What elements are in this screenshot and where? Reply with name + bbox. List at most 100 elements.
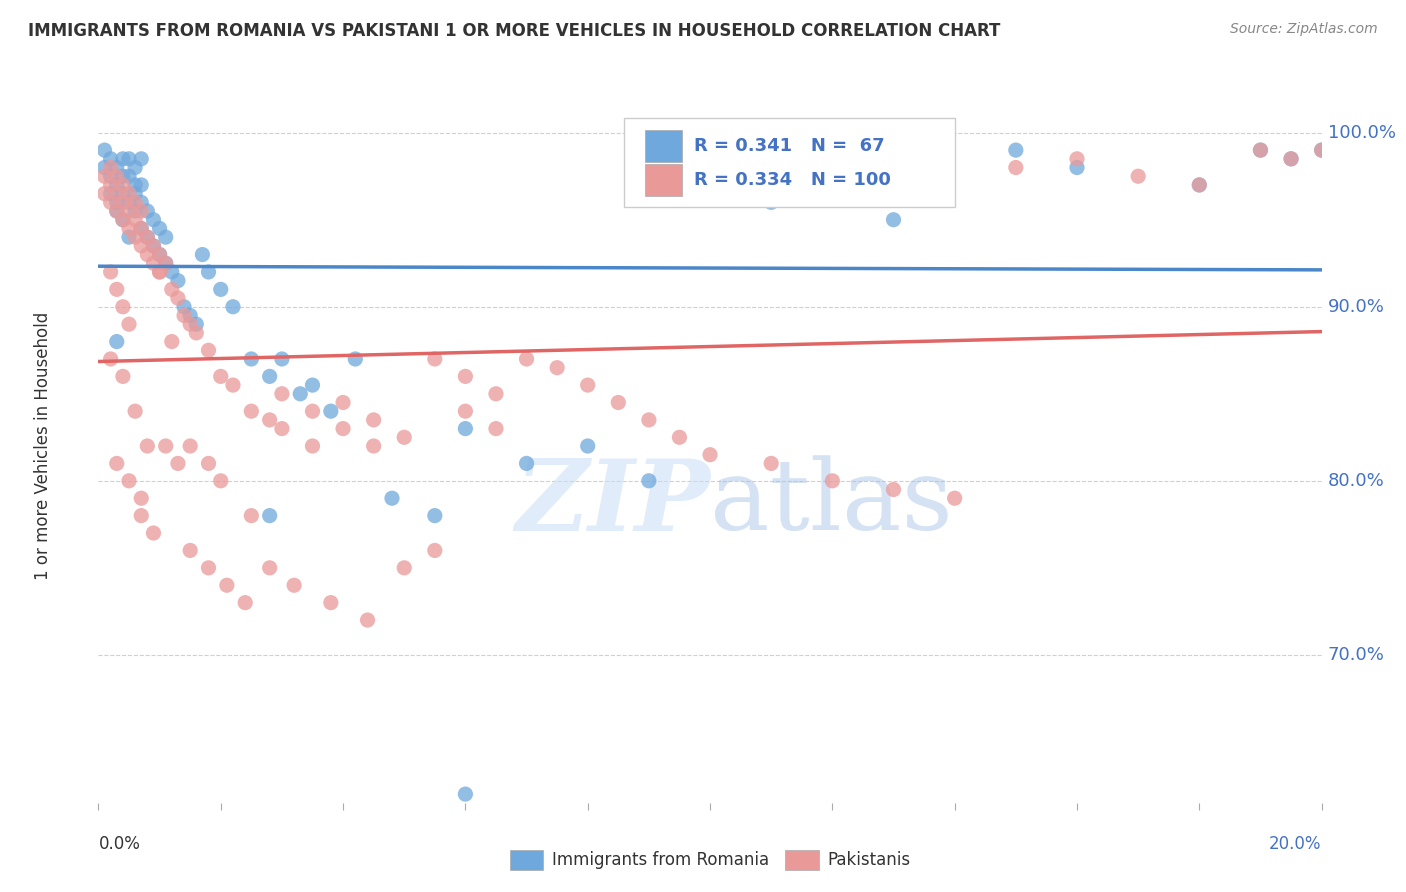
Point (167, 274, 190, 288)
Point (759, 457, 782, 471)
Point (93, 186, 115, 201)
Point (759, 195, 782, 210)
Point (100, 265, 122, 279)
Point (197, 343, 219, 358)
Point (111, 195, 134, 210)
Point (637, 413, 661, 427)
Point (118, 152, 141, 166)
Point (124, 212, 146, 227)
Point (142, 256, 165, 270)
Point (111, 212, 134, 227)
Point (179, 317, 201, 331)
Point (197, 561, 219, 575)
Point (454, 787, 477, 801)
Point (301, 404, 323, 418)
Point (105, 161, 128, 175)
Point (100, 195, 122, 210)
Point (124, 204, 146, 219)
Point (129, 239, 152, 253)
Point (149, 265, 172, 279)
Point (105, 334, 128, 349)
Point (392, 561, 416, 575)
Point (124, 404, 146, 418)
Text: ZIP: ZIP (515, 455, 710, 551)
Point (149, 247, 172, 261)
Point (1279, 152, 1302, 166)
Point (129, 178, 152, 192)
Text: 20.0%: 20.0% (1270, 835, 1322, 853)
Point (160, 334, 183, 349)
Point (222, 378, 245, 392)
Point (270, 351, 292, 366)
Point (155, 230, 177, 244)
Point (124, 161, 146, 175)
Point (100, 186, 122, 201)
Point (485, 386, 508, 401)
Point (105, 204, 128, 219)
Point (105, 186, 128, 201)
Point (100, 161, 122, 175)
Point (1066, 161, 1088, 175)
Point (1249, 143, 1271, 157)
Point (100, 178, 122, 192)
Point (149, 247, 172, 261)
Point (197, 457, 219, 471)
Point (149, 221, 172, 235)
Point (149, 265, 172, 279)
Point (1066, 152, 1088, 166)
Point (93, 143, 115, 157)
Point (319, 404, 342, 418)
FancyBboxPatch shape (624, 118, 955, 207)
Point (136, 230, 159, 244)
Point (699, 178, 721, 192)
Point (111, 152, 134, 166)
Point (259, 508, 281, 523)
Point (423, 351, 446, 366)
Point (129, 195, 152, 210)
Point (1188, 178, 1211, 192)
Point (124, 195, 146, 210)
Point (124, 178, 146, 192)
Text: 90.0%: 90.0% (1327, 298, 1385, 316)
Point (105, 282, 128, 296)
Point (118, 169, 141, 184)
Point (392, 430, 416, 444)
Point (423, 508, 446, 523)
Point (173, 309, 195, 323)
Point (105, 195, 128, 210)
Point (356, 613, 378, 627)
Point (290, 386, 312, 401)
Point (1310, 143, 1333, 157)
Point (155, 256, 177, 270)
Point (124, 230, 146, 244)
Point (136, 247, 159, 261)
Point (319, 596, 342, 610)
Point (142, 212, 165, 227)
Point (118, 317, 141, 331)
Point (129, 152, 152, 166)
Point (344, 351, 367, 366)
Point (105, 178, 128, 192)
Text: R = 0.341   N =  67: R = 0.341 N = 67 (695, 137, 884, 155)
Point (160, 265, 183, 279)
Point (699, 448, 721, 462)
Point (100, 169, 122, 184)
Point (607, 395, 630, 409)
Point (240, 351, 263, 366)
Point (270, 421, 292, 435)
Text: 80.0%: 80.0% (1327, 472, 1385, 490)
Point (637, 474, 661, 488)
Point (129, 204, 152, 219)
Point (1310, 143, 1333, 157)
Text: 70.0%: 70.0% (1327, 646, 1385, 664)
Point (124, 186, 146, 201)
Bar (645, 164, 682, 196)
Text: atlas: atlas (710, 455, 953, 551)
Point (240, 404, 263, 418)
Point (129, 508, 152, 523)
Text: 1 or more Vehicles in Household: 1 or more Vehicles in Household (34, 312, 52, 580)
Point (136, 439, 159, 453)
Point (332, 395, 354, 409)
Point (1004, 143, 1026, 157)
Legend: Immigrants from Romania, Pakistanis: Immigrants from Romania, Pakistanis (503, 843, 917, 877)
